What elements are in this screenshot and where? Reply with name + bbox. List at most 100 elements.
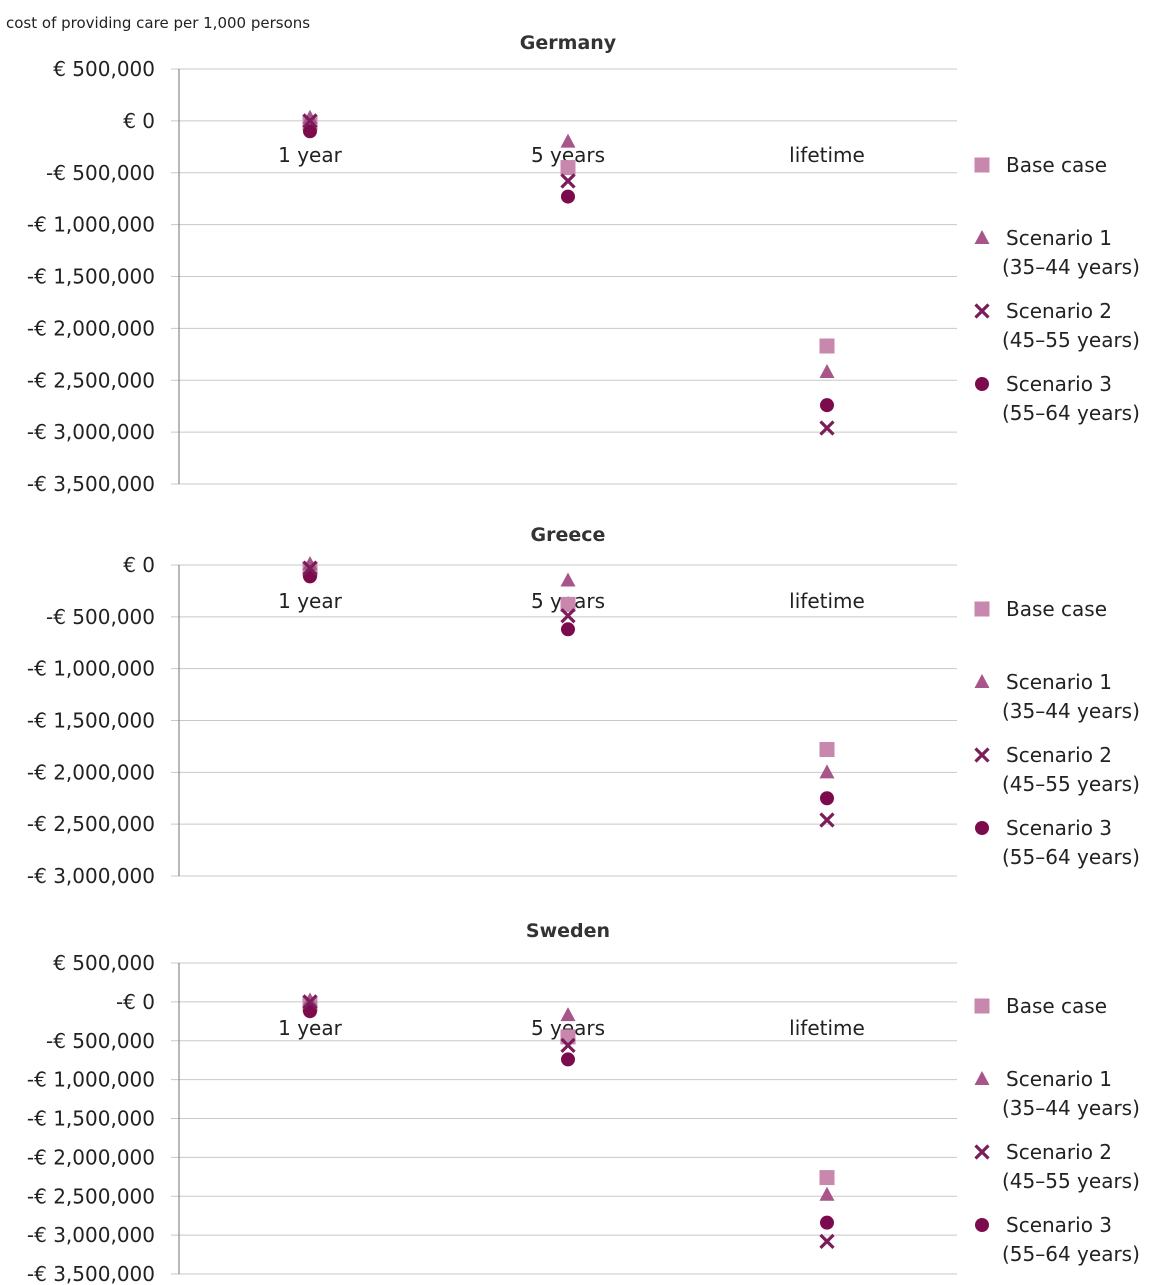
legend-label: Base case [1006, 153, 1107, 177]
legend-label: Scenario 2 [1006, 1140, 1112, 1164]
chart-title: Sweden [526, 920, 610, 942]
legend-label: (35–44 years) [1002, 1096, 1140, 1120]
y-axis-label: cost of providing care per 1,000 persons [6, 14, 311, 32]
y-tick-label: -€ 3,000,000 [27, 420, 155, 444]
legend-marker [974, 998, 990, 1014]
legend-label: Base case [1006, 994, 1107, 1018]
y-tick-label: -€ 1,000,000 [27, 1068, 155, 1092]
legend-label: Scenario 2 [1006, 299, 1112, 323]
data-point-triangle [302, 109, 318, 124]
data-point-square [560, 596, 576, 612]
y-tick-label: -€ 1,000,000 [27, 657, 155, 681]
y-tick-label: -€ 1,000,000 [27, 213, 155, 237]
data-point-cross [819, 812, 835, 828]
y-tick-label: -€ 2,500,000 [27, 812, 155, 836]
chart-title: Greece [531, 524, 606, 546]
y-tick-label: € 500,000 [53, 57, 155, 81]
legend-label: Scenario 1 [1006, 670, 1112, 694]
y-tick-label: € 0 [123, 553, 155, 577]
data-point-triangle [819, 764, 835, 779]
legend-label: (55–64 years) [1002, 1242, 1140, 1266]
data-point-triangle [560, 133, 576, 148]
data-point-square [560, 160, 576, 176]
legend-marker [975, 1218, 989, 1232]
category-label: lifetime [789, 1016, 865, 1040]
y-tick-label: -€ 3,500,000 [27, 472, 155, 496]
legend-marker [974, 747, 990, 763]
data-point-triangle [302, 992, 318, 1007]
data-point-circle [561, 1052, 575, 1067]
data-point-cross [819, 420, 835, 436]
data-point-triangle [560, 572, 576, 587]
data-point-cross [560, 1037, 576, 1054]
data-point-circle [303, 1004, 317, 1019]
chart-panel-sweden: Sweden € 500,000 -€ 0 -€ 500,000 -€ 1,000,00… [27, 920, 1140, 1285]
legend-label: Scenario 3 [1006, 816, 1112, 840]
data-point-circle [303, 124, 317, 139]
y-tick-label: -€ 3,500,000 [27, 1262, 155, 1285]
y-tick-label: -€ 2,500,000 [27, 368, 155, 392]
category-label: lifetime [789, 143, 865, 167]
y-tick-label: -€ 500,000 [46, 161, 155, 185]
chart-panel-greece: Greece € 0 -€ 500,000 -€ 1,000,000 -€ 1,500,… [27, 524, 1140, 888]
data-point-triangle [819, 1186, 835, 1201]
y-tick-label: -€ 3,000,000 [27, 864, 155, 888]
legend-label: (45–55 years) [1002, 772, 1140, 796]
category-label: lifetime [789, 589, 865, 613]
legend-marker [974, 601, 990, 617]
data-point-triangle [819, 363, 835, 378]
legend-label: Scenario 3 [1006, 1213, 1112, 1237]
legend-label: Scenario 3 [1006, 372, 1112, 396]
category-label: 1 year [278, 589, 342, 613]
legend-marker [974, 1071, 990, 1085]
legend-label: (35–44 years) [1002, 255, 1140, 279]
data-point-circle [820, 791, 834, 806]
y-tick-label: -€ 2,000,000 [27, 1145, 155, 1169]
data-point-circle [820, 1215, 834, 1230]
data-point-cross [560, 608, 576, 624]
legend-label: (45–55 years) [1002, 1169, 1140, 1193]
legend-marker [974, 303, 990, 319]
data-point-square [819, 742, 835, 758]
legend-marker [974, 1144, 990, 1160]
category-label: 1 year [278, 1016, 342, 1040]
data-point-cross [302, 113, 318, 129]
data-point-square [819, 1170, 835, 1186]
y-tick-label: -€ 1,500,000 [27, 265, 155, 289]
data-point-cross [819, 1233, 835, 1249]
data-point-square [819, 338, 835, 354]
y-tick-label: -€ 3,000,000 [27, 1223, 155, 1247]
data-point-cross [560, 173, 576, 189]
data-point-cross [302, 560, 318, 576]
legend-marker [974, 157, 990, 173]
data-point-circle [561, 622, 575, 637]
category-label: 1 year [278, 143, 342, 167]
y-tick-label: € 500,000 [53, 951, 155, 975]
y-tick-label: -€ 2,500,000 [27, 1184, 155, 1208]
y-tick-label: -€ 2,000,000 [27, 760, 155, 784]
data-point-triangle [560, 1007, 576, 1022]
legend-label: Scenario 1 [1006, 226, 1112, 250]
y-tick-label: -€ 500,000 [46, 605, 155, 629]
legend-marker [975, 821, 989, 835]
chart-panel-germany: Germany € 500,000 € 0 -€ 500,000 -€ 1,000,00… [27, 32, 1140, 496]
y-tick-label: -€ 0 [116, 990, 155, 1014]
legend-marker [974, 230, 990, 244]
y-tick-label: -€ 2,000,000 [27, 316, 155, 340]
legend-label: Scenario 1 [1006, 1067, 1112, 1091]
data-point-circle [820, 398, 834, 413]
legend-label: Scenario 2 [1006, 743, 1112, 767]
y-tick-label: -€ 1,500,000 [27, 1107, 155, 1131]
legend-label: (35–44 years) [1002, 699, 1140, 723]
y-tick-label: -€ 500,000 [46, 1029, 155, 1053]
y-tick-label: -€ 1,500,000 [27, 709, 155, 733]
legend-label: (55–64 years) [1002, 845, 1140, 869]
data-point-circle [561, 189, 575, 204]
data-point-cross [302, 994, 318, 1010]
legend-label: Base case [1006, 597, 1107, 621]
legend-label: (45–55 years) [1002, 328, 1140, 352]
legend-label: (55–64 years) [1002, 401, 1140, 425]
legend-marker [974, 674, 990, 688]
chart-title: Germany [520, 32, 617, 54]
